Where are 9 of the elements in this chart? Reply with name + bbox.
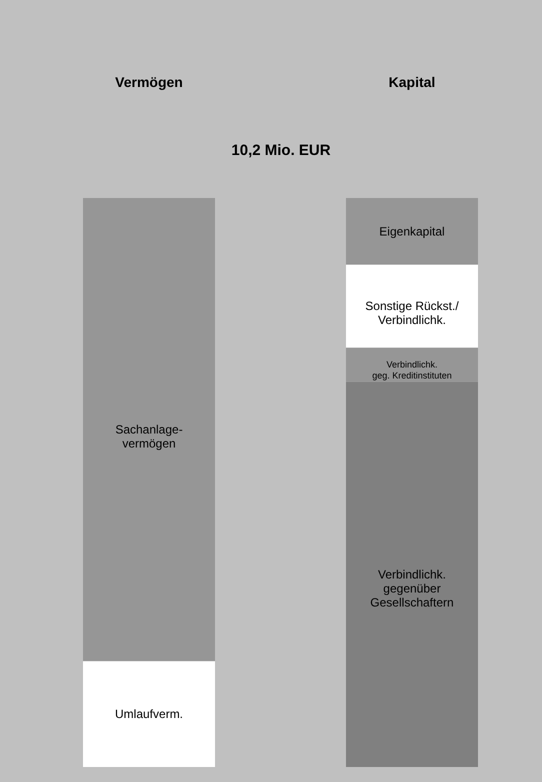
- series-label: Sachanlage- vermögen: [115, 422, 183, 451]
- series-label: Verbindlichk. gegenüber Gesellschaftern: [370, 567, 454, 610]
- x-tick-label: Vermögen: [115, 74, 183, 90]
- series-label: Eigenkapital: [379, 224, 445, 238]
- chart-title: 10,2 Mio. EUR: [231, 142, 331, 159]
- series-label: Umlaufverm.: [115, 707, 184, 722]
- series-label: Verbindlichk. geg. Kreditinstituten: [372, 360, 452, 381]
- series-label: Sonstige Rückst./ Verbindlichk.: [365, 299, 460, 328]
- x-tick-label: Kapital: [388, 74, 436, 90]
